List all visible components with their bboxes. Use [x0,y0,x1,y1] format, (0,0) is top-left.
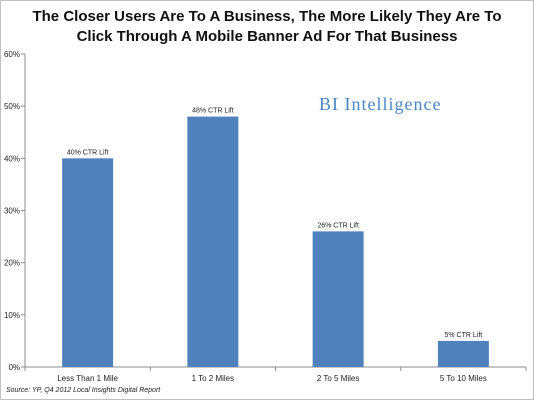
bar [187,116,239,367]
bar-data-label: 26% CTR Lift [317,222,359,229]
x-category-label: 5 To 10 Miles [440,374,487,383]
bar-data-label: 5% CTR Lift [445,332,483,339]
y-tick-label: 10% [4,311,20,320]
bar [312,231,364,367]
y-tick-label: 40% [4,154,20,163]
y-tick-label: 20% [4,259,20,268]
chart-title: The Closer Users Are To A Business, The … [1,7,533,47]
bar-data-label: 48% CTR Lift [192,108,234,115]
chart-title-line-2: Click Through A Mobile Banner Ad For Tha… [76,28,458,45]
bar [62,158,114,367]
y-tick-label: 0% [8,363,20,372]
source-note: Source: YP, Q4 2012 Local Insights Digit… [6,387,161,394]
y-tick-label: 30% [4,207,20,216]
bar-data-label: 40% CTR Lift [67,149,109,156]
x-category-label: Less Than 1 Mile [57,374,118,383]
y-tick-label: 50% [4,102,20,111]
x-category-label: 1 To 2 Miles [192,374,235,383]
brand-watermark: BI Intelligence [319,94,442,114]
y-tick-label: 60% [4,50,20,59]
chart-title-line-1: The Closer Users Are To A Business, The … [32,8,502,25]
bar [437,340,489,367]
x-category-label: 2 To 5 Miles [317,374,360,383]
